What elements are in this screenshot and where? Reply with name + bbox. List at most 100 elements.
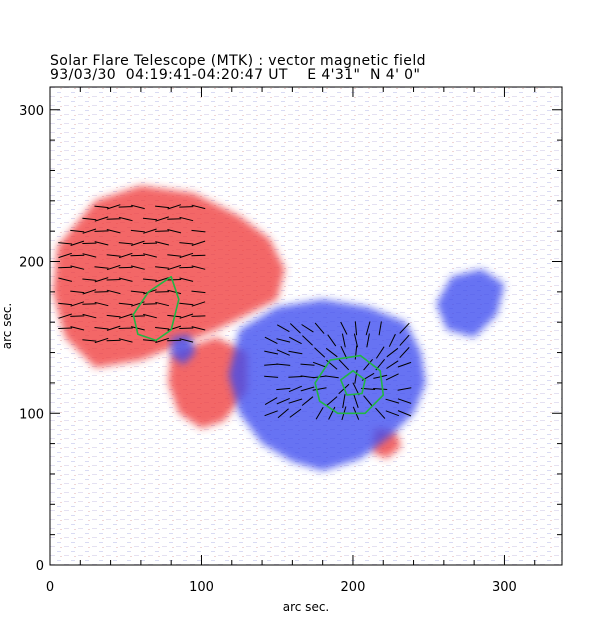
field-vector [94, 216, 109, 222]
field-vector [106, 289, 121, 295]
field-vector [179, 338, 194, 343]
field-vector [397, 361, 412, 368]
field-vector [354, 321, 358, 336]
y-tick-label: 200 [19, 256, 44, 271]
field-vector [118, 302, 133, 306]
field-vector [276, 387, 291, 391]
field-vector [314, 322, 325, 334]
field-vector [375, 346, 385, 359]
axis-ticks: 0 100 200 300 0 100 200 300 [19, 87, 562, 595]
field-vector [94, 205, 109, 209]
field-vector [130, 290, 145, 294]
negative-polarity-region [228, 299, 426, 471]
field-vector [58, 252, 72, 259]
transverse-field-vectors [58, 204, 412, 421]
field-vector [191, 204, 206, 210]
field-vector [82, 289, 97, 295]
field-vector [58, 266, 73, 269]
field-vector [300, 386, 315, 392]
field-vector [312, 387, 327, 391]
x-tick-label: 300 [492, 580, 517, 595]
field-vector [179, 206, 194, 208]
field-vector [70, 265, 85, 270]
field-vector [264, 397, 278, 406]
field-vector [288, 398, 303, 404]
field-vector [179, 277, 194, 282]
field-vector [399, 322, 410, 334]
field-vector [70, 254, 85, 257]
field-vector [130, 265, 145, 270]
field-vector [397, 398, 412, 404]
x-tick-label: 100 [189, 580, 214, 595]
field-vector [191, 240, 206, 246]
field-vector [179, 302, 194, 306]
y-tick-label: 100 [19, 407, 44, 422]
field-vector [118, 313, 133, 319]
field-vector [58, 277, 73, 282]
field-vector [353, 394, 359, 408]
field-vector [365, 321, 371, 336]
magnetic-contour-b [314, 354, 385, 415]
field-vector [94, 301, 109, 307]
field-vector [276, 338, 291, 343]
field-vector [155, 277, 169, 283]
field-vector [82, 278, 97, 281]
field-vector [301, 324, 314, 333]
positive-polarity-lobe [168, 337, 247, 429]
field-vector [179, 252, 194, 259]
field-vector [155, 230, 170, 232]
y-tick-label: 0 [36, 559, 44, 574]
field-vector [167, 218, 182, 220]
field-vector [143, 313, 157, 319]
field-vector [155, 266, 170, 269]
field-vector [106, 339, 121, 342]
magnetic-contours [132, 275, 385, 415]
field-vector [179, 313, 194, 319]
field-vector [288, 350, 303, 355]
field-vector [386, 347, 399, 358]
field-vector [70, 290, 85, 294]
field-vector [289, 408, 302, 418]
field-vector [288, 376, 303, 378]
field-vector [106, 264, 121, 271]
field-vector [353, 333, 359, 348]
y-tick-label: 300 [19, 104, 44, 119]
field-vector [118, 252, 133, 259]
field-vector [191, 229, 206, 233]
field-vector [300, 363, 315, 366]
field-vector [106, 229, 121, 234]
field-vector [378, 321, 382, 336]
field-vector [118, 216, 133, 222]
field-vector [354, 345, 358, 360]
field-vector [191, 254, 206, 257]
field-vector [288, 385, 302, 393]
field-vector [82, 228, 97, 234]
field-vector [167, 279, 182, 281]
field-vector [179, 242, 194, 245]
field-vector [94, 291, 109, 293]
field-vector [363, 358, 373, 371]
x-tick-label: 0 [46, 580, 54, 595]
field-vector [155, 337, 169, 344]
field-vector [106, 204, 121, 210]
field-vector [106, 218, 121, 220]
field-vector [106, 279, 121, 281]
plot-frame [49, 86, 563, 566]
field-vector [302, 335, 313, 346]
field-vector [155, 241, 170, 246]
field-vector [94, 230, 109, 232]
field-vector [386, 360, 399, 369]
field-vector [118, 277, 133, 282]
field-vector [94, 277, 109, 283]
field-vector [131, 240, 145, 246]
field-vector [167, 339, 182, 342]
field-vector [143, 228, 157, 234]
field-vector [340, 345, 348, 360]
field-vector [70, 326, 85, 331]
field-vector [106, 254, 121, 257]
field-vector [155, 205, 170, 209]
field-vector [191, 290, 206, 294]
field-vector [142, 217, 157, 221]
field-vector [155, 291, 170, 293]
field-vector [277, 408, 289, 419]
